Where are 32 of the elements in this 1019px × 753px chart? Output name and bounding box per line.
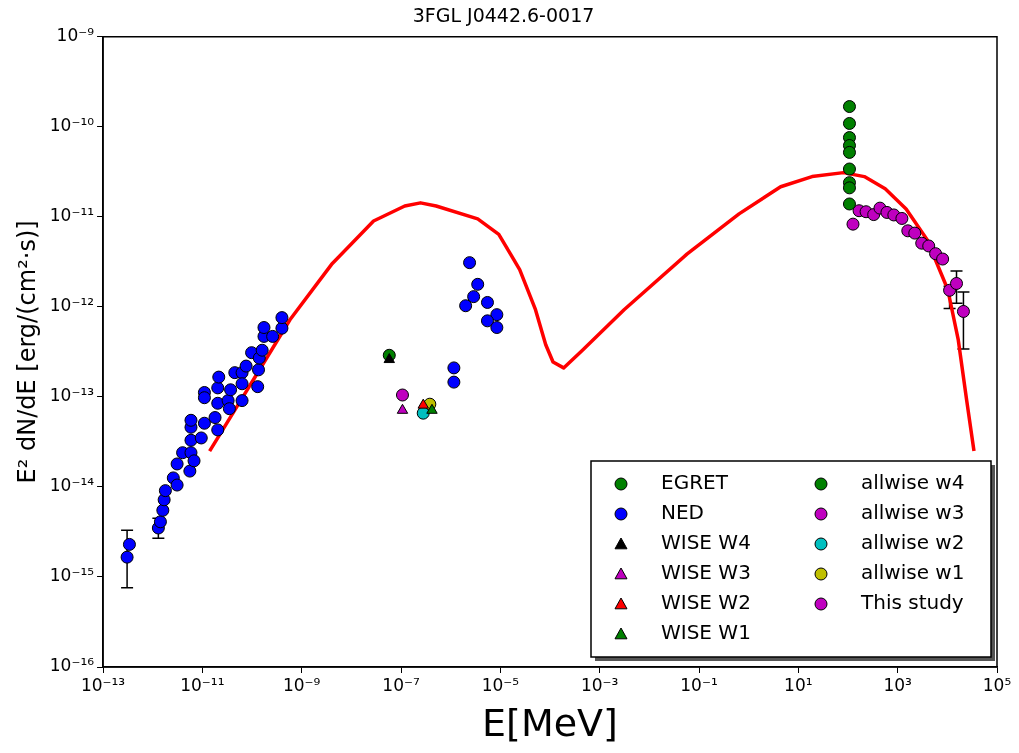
y-tick-label: 10⁻¹¹ <box>49 205 95 226</box>
chart-title: 3FGL J0442.6-0017 <box>412 4 595 27</box>
legend-label: allwise w4 <box>861 470 965 495</box>
y-tick-label: 10⁻¹⁵ <box>49 565 95 586</box>
legend-label: allwise w1 <box>861 560 965 585</box>
x-tick-label: 10³ <box>883 674 912 695</box>
y-tick-label: 10⁻¹² <box>49 295 95 316</box>
y-axis-title: E² dN/dE [erg/(cm²·s)] <box>12 220 41 484</box>
y-tick-label: 10⁻⁹ <box>56 25 95 46</box>
x-tick-label: 10⁻¹ <box>680 674 718 695</box>
legend-label: WISE W1 <box>661 620 751 645</box>
legend-label: WISE W2 <box>661 590 751 615</box>
x-axis-title: E[MeV] <box>482 701 618 746</box>
x-tick-label: 10¹ <box>784 674 813 695</box>
y-tick-label: 10⁻¹³ <box>49 385 95 406</box>
x-tick-label: 10⁻¹³ <box>80 674 126 695</box>
legend-label: NED <box>661 500 704 525</box>
legend-label: This study <box>860 590 964 615</box>
y-tick-label: 10⁻¹⁰ <box>49 115 95 136</box>
legend-label: allwise w3 <box>861 500 965 525</box>
legend-label: EGRET <box>661 470 729 495</box>
x-tick-label: 10⁻¹¹ <box>180 674 225 695</box>
legend-label: WISE W4 <box>661 530 751 555</box>
x-tick-label: 10⁻⁷ <box>382 674 420 695</box>
y-tick-label: 10⁻¹⁴ <box>49 475 95 496</box>
legend-label: allwise w2 <box>861 530 965 555</box>
x-tick-label: 10⁻⁹ <box>282 674 321 695</box>
legend-label: WISE W3 <box>661 560 751 585</box>
y-tick-label: 10⁻¹⁶ <box>49 655 95 676</box>
x-tick-label: 10⁻³ <box>580 674 619 695</box>
x-tick-label: 10⁵ <box>982 674 1012 695</box>
x-tick-label: 10⁻⁵ <box>481 674 520 695</box>
